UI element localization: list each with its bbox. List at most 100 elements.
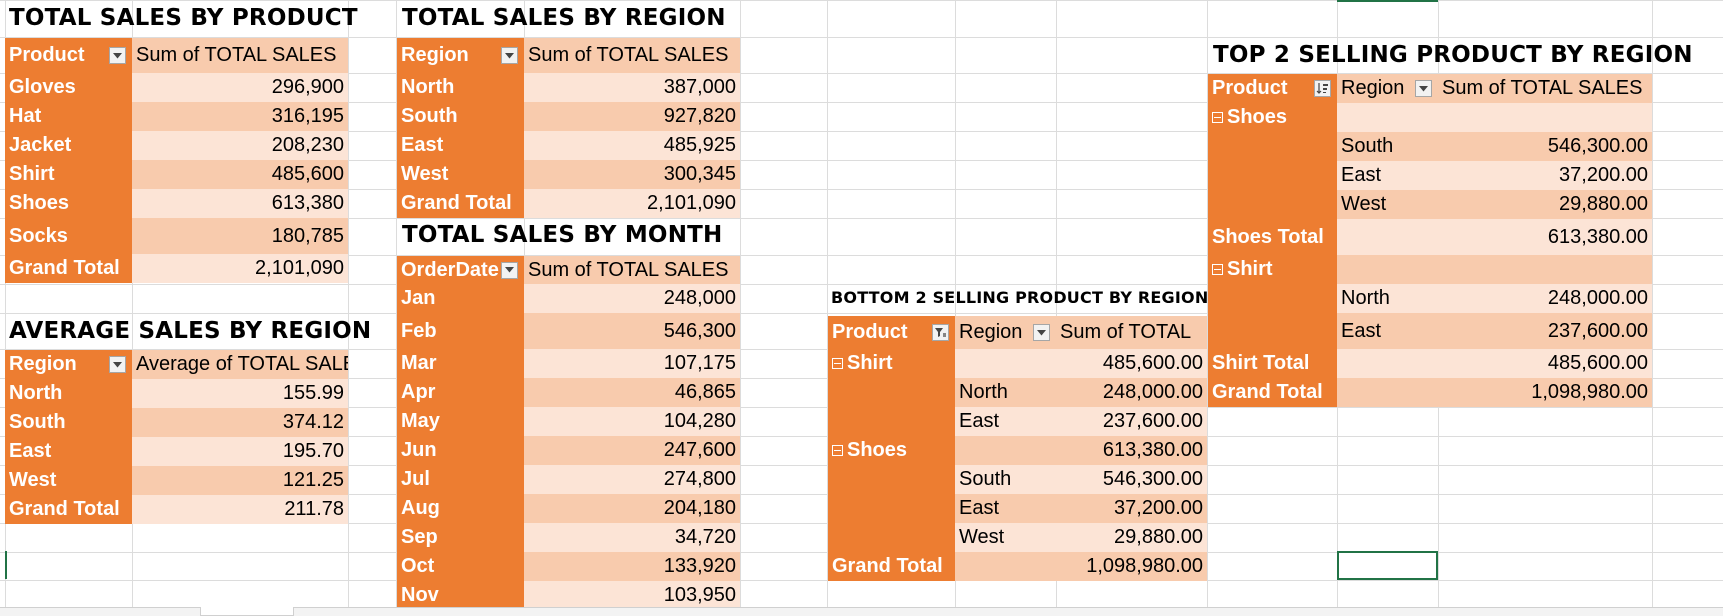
row-value: 274,800 — [524, 465, 740, 494]
top_pivot-header-product[interactable]: Product — [1208, 74, 1337, 103]
collapse-icon[interactable] — [1212, 112, 1223, 123]
row-selection-indicator — [5, 551, 7, 579]
product-cell — [828, 465, 955, 494]
row-value: 180,785 — [132, 218, 348, 254]
top_pivot-product-sort-icon[interactable] — [1314, 80, 1331, 97]
value-cell: 1,098,980.00 — [1438, 378, 1652, 407]
product-cell[interactable]: Shoes — [828, 436, 955, 465]
value-cell: 485,600.00 — [1438, 349, 1652, 378]
row-label: Feb — [397, 313, 524, 349]
active-cell[interactable] — [1337, 551, 1438, 580]
row-label-text: North — [9, 382, 63, 404]
row-value-text: 133,920 — [663, 555, 736, 577]
bottom_pivot-header-product[interactable]: Product — [828, 316, 955, 349]
row-label: Jul — [397, 465, 524, 494]
region-cell: South — [1337, 132, 1438, 161]
row-label-text: Feb — [401, 319, 437, 342]
row-label-text: East — [9, 440, 52, 462]
region-cell: East — [1337, 313, 1438, 349]
row-value-text: 34,720 — [674, 526, 736, 548]
bottom_pivot-header-region[interactable]: Region — [955, 316, 1056, 349]
row-label: Socks — [5, 218, 132, 254]
row-label-text: Socks — [9, 224, 68, 247]
row-label: South — [397, 102, 524, 131]
product_pivot-header-col1[interactable]: Product — [5, 38, 132, 73]
region-cell-text: East — [1341, 319, 1382, 342]
row-value: 46,865 — [524, 378, 740, 407]
title-bottom-2-products: BOTTOM 2 SELLING PRODUCT BY REGION — [831, 288, 1209, 307]
collapse-icon[interactable] — [832, 445, 843, 456]
value-cell-text: 1,098,980.00 — [1531, 381, 1648, 403]
collapse-icon[interactable] — [832, 358, 843, 369]
product-cell-text: Shoes — [847, 439, 908, 461]
row-label-text: Shirt — [9, 163, 55, 185]
region-cell — [955, 552, 1056, 581]
top_pivot-region-dropdown-icon[interactable] — [1415, 80, 1432, 97]
row-label-text: Grand Total — [9, 498, 120, 520]
row-label-text: Jacket — [9, 134, 72, 156]
row-value: 387,000 — [524, 73, 740, 102]
product_pivot-filter-dropdown-icon[interactable] — [109, 47, 126, 64]
product-cell-text: Shoes — [1227, 106, 1288, 128]
region-cell: West — [1337, 190, 1438, 219]
avg_pivot-filter-dropdown-icon[interactable] — [109, 356, 126, 373]
product-cell — [828, 494, 955, 523]
product-cell — [1208, 190, 1337, 219]
row-value: 2,101,090 — [524, 189, 740, 218]
product-cell-text: Shirt — [1227, 258, 1273, 280]
value-cell-text: 237,600.00 — [1547, 319, 1648, 342]
bottom_pivot-header-sum: Sum of TOTAL — [1056, 316, 1207, 349]
title-average-sales-by-region: AVERAGE SALES BY REGION — [9, 318, 372, 344]
region-cell: East — [1337, 161, 1438, 190]
row-value: 34,720 — [524, 523, 740, 552]
row-value: 546,300 — [524, 313, 740, 349]
product-cell — [1208, 161, 1337, 190]
month_pivot-header-col1[interactable]: OrderDate — [397, 256, 524, 284]
row-label-text: West — [401, 163, 449, 185]
row-value-text: 211.78 — [284, 498, 344, 520]
row-value-text: 121.25 — [282, 469, 344, 491]
product-cell-text: Shoes Total — [1212, 225, 1324, 248]
bottom_pivot-region-dropdown-icon[interactable] — [1033, 324, 1050, 341]
value-cell-text: 248,000.00 — [1102, 381, 1203, 403]
product-cell — [828, 523, 955, 552]
product-cell[interactable]: Shirt — [828, 349, 955, 378]
row-value-text: 613,380 — [271, 192, 344, 214]
row-label: East — [397, 131, 524, 160]
product-cell[interactable]: Shoes — [1208, 103, 1337, 132]
product-cell[interactable]: Shirt — [1208, 255, 1337, 284]
region_pivot-filter-dropdown-icon[interactable] — [501, 47, 518, 64]
top_pivot-header-region[interactable]: Region — [1337, 74, 1438, 103]
bottom_pivot-product-filter-icon[interactable] — [932, 324, 949, 341]
avg_pivot-header-col1[interactable]: Region — [5, 350, 132, 379]
row-value: 107,175 — [524, 349, 740, 378]
product-cell — [828, 378, 955, 407]
month_pivot-filter-dropdown-icon[interactable] — [501, 261, 518, 279]
region_pivot-header-col1[interactable]: Region — [397, 38, 524, 73]
row-label: North — [5, 379, 132, 408]
value-cell-text: 29,880.00 — [1114, 526, 1203, 548]
row-value: 208,230 — [132, 131, 348, 160]
top_pivot-header-sum: Sum of TOTAL SALES — [1438, 74, 1652, 103]
row-value: 155.99 — [132, 379, 348, 408]
avg_pivot-header-col2: Average of TOTAL SALES — [132, 350, 348, 379]
top_pivot-header-sum-text: Sum of TOTAL SALES — [1442, 77, 1643, 99]
sheet-tab-strip[interactable] — [0, 607, 1723, 616]
row-value-text: 296,900 — [271, 76, 344, 98]
value-cell: 613,380.00 — [1438, 219, 1652, 255]
row-label: East — [5, 437, 132, 466]
row-label: Nov — [397, 581, 524, 610]
row-label-text: Jun — [401, 439, 437, 461]
value-cell-text: 1,098,980.00 — [1086, 555, 1203, 577]
row-label: Gloves — [5, 73, 132, 102]
region-cell-text: West — [1341, 193, 1387, 215]
row-value: 374.12 — [132, 408, 348, 437]
row-value: 300,345 — [524, 160, 740, 189]
row-label-text: Sep — [401, 526, 438, 548]
row-value: 485,925 — [524, 131, 740, 160]
value-cell: 613,380.00 — [1056, 436, 1207, 465]
value-cell: 29,880.00 — [1056, 523, 1207, 552]
collapse-icon[interactable] — [1212, 264, 1223, 275]
row-value: 927,820 — [524, 102, 740, 131]
row-value: 133,920 — [524, 552, 740, 581]
